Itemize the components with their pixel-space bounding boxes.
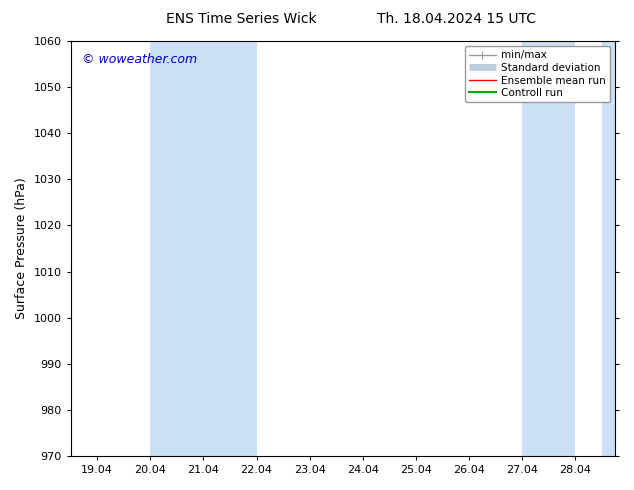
Text: Th. 18.04.2024 15 UTC: Th. 18.04.2024 15 UTC [377,12,536,26]
Legend: min/max, Standard deviation, Ensemble mean run, Controll run: min/max, Standard deviation, Ensemble me… [465,46,610,102]
Bar [602,41,634,456]
Text: © woweather.com: © woweather.com [82,53,197,67]
Bar [522,41,575,456]
Bar [150,41,257,456]
Text: ENS Time Series Wick: ENS Time Series Wick [165,12,316,26]
Y-axis label: Surface Pressure (hPa): Surface Pressure (hPa) [15,178,28,319]
